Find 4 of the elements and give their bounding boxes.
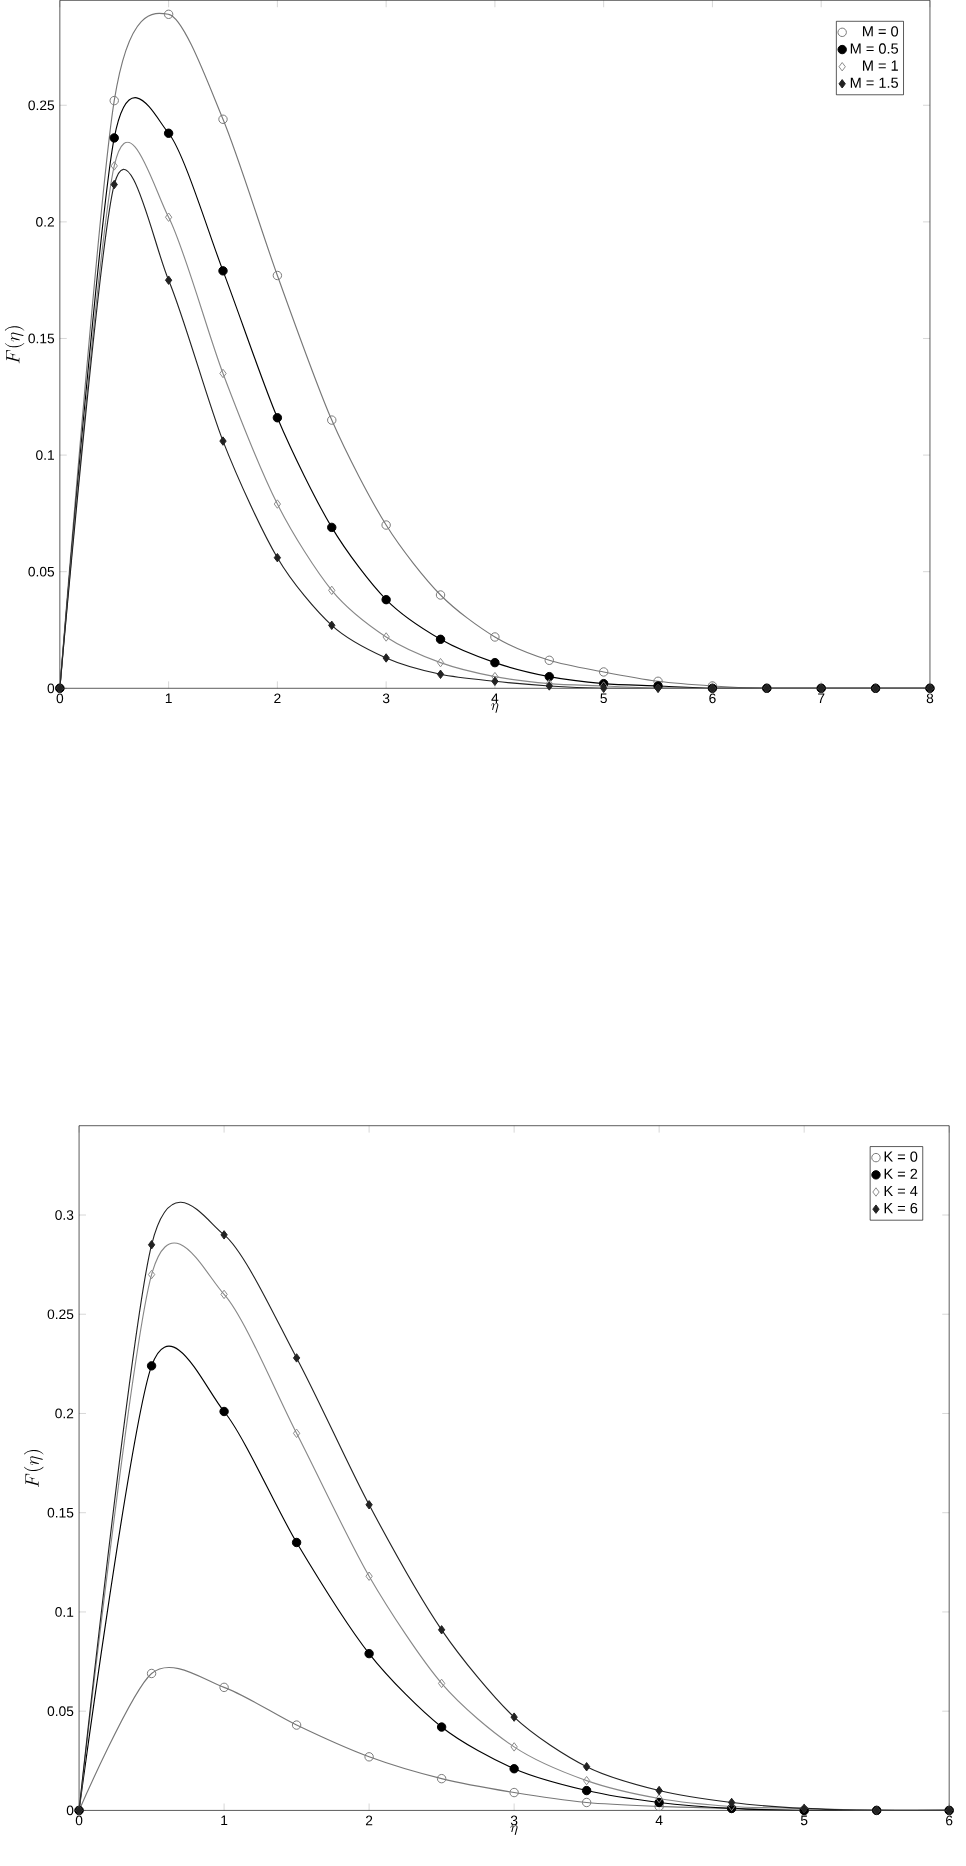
x-axis-title: $\eta$: [510, 1825, 518, 1836]
y-axis-title: $F(\eta)$: [23, 1450, 44, 1488]
y-axis-title: $F(\eta)$: [4, 326, 25, 364]
x-axis-title: $\eta$: [491, 703, 499, 713]
